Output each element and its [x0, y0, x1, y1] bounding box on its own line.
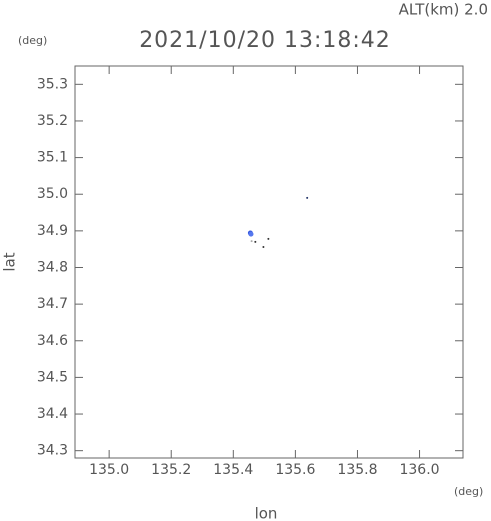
- data-point: [254, 240, 257, 243]
- subtitle: ALT(km) 2.0: [399, 1, 488, 19]
- x-tick-label: 135.4: [213, 462, 253, 478]
- x-tick-label: 135.8: [337, 462, 377, 478]
- y-tick-label: 35.0: [37, 186, 68, 202]
- y-tick-label: 35.2: [37, 113, 68, 129]
- y-tick-label: 34.3: [37, 443, 68, 459]
- y-axis-label: lat: [1, 252, 19, 271]
- data-point: [306, 196, 309, 199]
- data-point: [248, 231, 254, 237]
- x-tick-label: 135.0: [89, 462, 129, 478]
- y-unit: (deg): [18, 34, 47, 47]
- chart-title: 2021/10/20 13:18:42: [139, 28, 391, 53]
- x-tick-label: 136.0: [399, 462, 439, 478]
- data-point: [267, 237, 270, 240]
- x-tick-label: 135.2: [151, 462, 191, 478]
- y-tick-label: 34.5: [37, 369, 68, 385]
- y-tick-label: 34.8: [37, 259, 68, 275]
- x-tick-label: 135.6: [275, 462, 315, 478]
- y-tick-label: 34.9: [37, 223, 68, 239]
- y-tick-label: 35.3: [37, 76, 68, 92]
- y-tick-label: 35.1: [37, 150, 68, 166]
- plot-frame: [74, 65, 464, 459]
- y-tick-label: 34.4: [37, 406, 68, 422]
- data-point: [262, 245, 265, 248]
- x-axis-label: lon: [255, 505, 278, 521]
- x-unit: (deg): [454, 485, 483, 498]
- data-point: [250, 240, 253, 243]
- y-tick-label: 34.6: [37, 333, 68, 349]
- y-tick-label: 34.7: [37, 296, 68, 312]
